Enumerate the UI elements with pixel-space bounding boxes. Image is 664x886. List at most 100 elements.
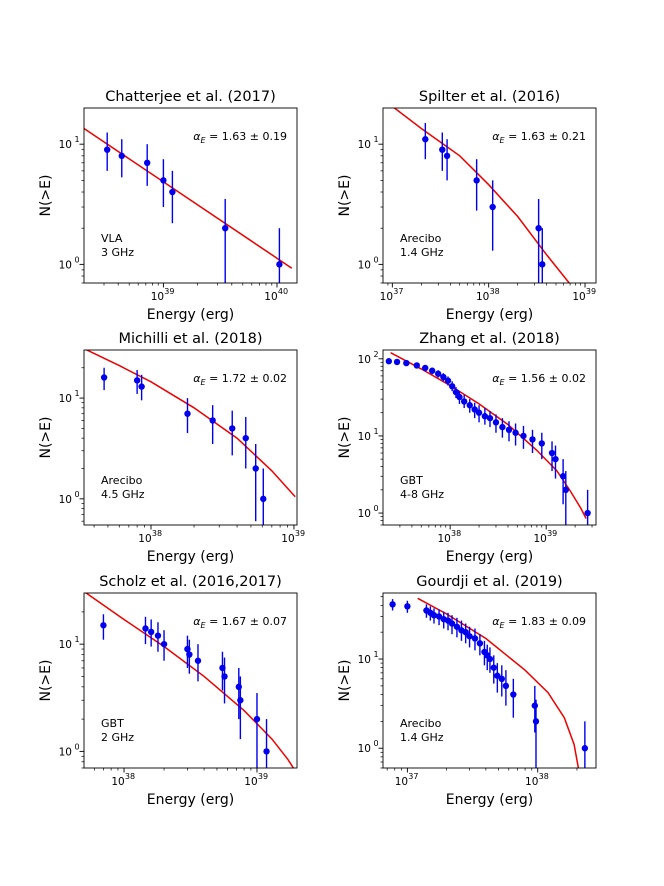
- data-marker: [529, 436, 536, 443]
- axes-frame: [83, 107, 298, 284]
- data-point: [538, 432, 545, 460]
- y-tick-label: 10: [59, 259, 72, 271]
- x-axis-label: Energy (erg): [147, 549, 234, 565]
- data-marker: [260, 495, 267, 503]
- data-point: [422, 123, 429, 160]
- data-marker: [276, 261, 283, 268]
- data-point: [448, 615, 456, 635]
- data-marker: [242, 434, 249, 442]
- alpha-annotation: αE = 1.83 ± 0.09: [492, 615, 586, 630]
- data-point: [143, 144, 151, 186]
- data-marker: [532, 718, 540, 725]
- data-point: [221, 657, 228, 704]
- y-tick-label: 10: [358, 431, 371, 443]
- data-point: [435, 609, 443, 626]
- data-point: [103, 132, 111, 171]
- x-tick-label: 10: [138, 533, 151, 545]
- data-point: [466, 399, 473, 413]
- x-tick-exponent: 38: [539, 772, 549, 781]
- data-point: [194, 644, 202, 682]
- data-point: [253, 693, 261, 768]
- data-marker: [385, 358, 393, 365]
- data-point: [481, 408, 489, 425]
- data-marker: [510, 691, 517, 698]
- data-point: [581, 721, 589, 768]
- alpha-annotation: αE = 1.63 ± 0.21: [492, 130, 586, 145]
- y-tick-exponent: 0: [74, 490, 79, 499]
- y-tick-label: 10: [358, 508, 371, 520]
- data-point: [389, 599, 396, 611]
- data-marker: [428, 367, 436, 374]
- data-marker: [435, 613, 443, 620]
- axes-frame: [382, 592, 597, 769]
- data-marker: [184, 410, 191, 417]
- y-tick-exponent: 1: [373, 427, 378, 436]
- frequency-label: 4-8 GHz: [400, 488, 444, 501]
- data-point: [471, 628, 479, 651]
- data-marker: [552, 455, 559, 463]
- data-point: [147, 619, 155, 647]
- data-point: [498, 665, 505, 697]
- x-axis-label: Energy (erg): [446, 792, 533, 808]
- data-point: [494, 663, 501, 693]
- x-tick-exponent: 38: [125, 772, 135, 781]
- y-tick-label: 10: [59, 494, 72, 506]
- data-marker: [456, 393, 463, 401]
- data-marker: [222, 224, 229, 232]
- data-point: [422, 364, 429, 372]
- alpha-annotation: αE = 1.56 ± 0.02: [492, 372, 586, 387]
- data-point: [237, 676, 244, 740]
- data-marker: [194, 657, 202, 664]
- data-point: [229, 410, 236, 456]
- data-point: [548, 441, 556, 472]
- x-tick-label: 10: [380, 291, 393, 303]
- data-marker: [221, 673, 228, 680]
- instrument-label: Arecibo: [101, 474, 143, 487]
- chart-title: Michilli et al. (2018): [119, 331, 263, 347]
- alpha-annotation: αE = 1.67 ± 0.07: [193, 615, 287, 630]
- data-point: [456, 391, 463, 404]
- data-marker: [535, 224, 542, 232]
- data-point: [440, 373, 447, 382]
- data-point: [476, 634, 484, 656]
- data-point: [452, 387, 460, 399]
- data-marker: [486, 655, 494, 663]
- y-tick-label: 10: [358, 259, 371, 271]
- data-point: [490, 655, 497, 684]
- data-marker: [539, 261, 546, 268]
- y-tick-label: 10: [59, 639, 72, 651]
- data-marker: [253, 715, 261, 723]
- data-point: [535, 198, 542, 283]
- instrument-label: GBT: [101, 717, 124, 730]
- y-tick-label: 10: [358, 139, 371, 151]
- data-point: [413, 362, 421, 369]
- data-marker: [143, 159, 151, 167]
- data-point: [276, 228, 283, 283]
- data-marker: [209, 417, 216, 424]
- x-axis-label: Energy (erg): [446, 307, 533, 323]
- data-marker: [538, 440, 545, 447]
- data-marker: [118, 152, 125, 160]
- frequency-label: 1.4 GHz: [400, 731, 444, 744]
- data-point: [448, 381, 456, 392]
- x-tick-label: 10: [395, 776, 408, 788]
- fit-line: [84, 127, 293, 269]
- data-marker: [520, 432, 527, 440]
- data-marker: [581, 745, 589, 752]
- y-tick-exponent: 0: [373, 739, 378, 748]
- data-marker: [252, 465, 259, 472]
- data-point: [385, 358, 393, 365]
- data-marker: [490, 664, 497, 671]
- y-tick-exponent: 1: [373, 135, 378, 144]
- chart-title: Spilter et al. (2016): [419, 89, 560, 105]
- data-marker: [486, 414, 494, 422]
- data-marker: [466, 633, 473, 640]
- data-point: [118, 139, 125, 178]
- data-marker: [138, 383, 145, 390]
- data-marker: [505, 426, 513, 434]
- data-point: [160, 630, 168, 661]
- data-marker: [476, 640, 484, 647]
